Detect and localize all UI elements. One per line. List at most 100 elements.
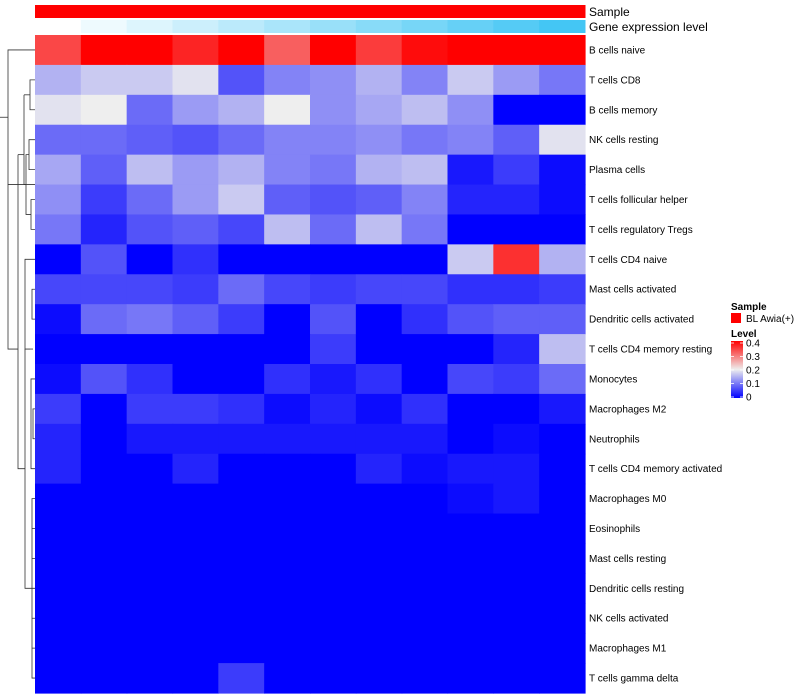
heatmap-cell: [80, 423, 128, 455]
heatmap-cell: [310, 35, 357, 66]
heatmap-cell: [539, 663, 586, 694]
heatmap-cell: [80, 603, 128, 634]
heatmap-cell: [80, 214, 128, 245]
heatmap-cell: [264, 154, 311, 186]
heatmap-cell: [539, 573, 586, 604]
heatmap-cell: [35, 393, 82, 425]
heatmap-cell: [35, 663, 82, 694]
heatmap-cell: [401, 35, 449, 66]
heatmap-cell: [310, 513, 357, 545]
heatmap-cell: [310, 334, 357, 365]
heatmap-cell: [447, 483, 494, 515]
heatmap-cell: [264, 603, 311, 634]
heatmap-cell: [264, 393, 311, 425]
heatmap-cell: [264, 304, 311, 335]
heatmap-cell: [172, 94, 219, 126]
heatmap-cell: [126, 214, 174, 245]
heatmap-cell: [264, 453, 311, 485]
dendrogram-branch: [7, 184, 18, 350]
heatmap-cell: [401, 633, 449, 664]
row-label: NK cells activated: [589, 614, 668, 625]
heatmap-cell: [401, 154, 449, 186]
heatmap-cell: [218, 64, 265, 96]
heatmap-cell: [493, 423, 540, 455]
heatmap-cell: [401, 364, 449, 395]
heatmap-cell: [355, 304, 403, 335]
heatmap-cell: [447, 423, 494, 455]
heatmap-cell: [218, 35, 265, 66]
heatmap-cell: [310, 274, 357, 305]
heatmap-cell: [126, 64, 174, 96]
sample-annotation-cell: [126, 5, 173, 18]
heatmap-cell: [172, 543, 219, 574]
sample-annotation-cell: [493, 5, 540, 18]
heatmap-cell: [493, 274, 540, 305]
heatmap-cell: [401, 513, 449, 545]
heatmap-cell: [539, 35, 586, 66]
expression-annotation-cell: [126, 20, 173, 33]
legend-sample-key: [731, 313, 741, 323]
heatmap-cell: [447, 393, 494, 425]
heatmap-cell: [493, 483, 540, 515]
heatmap-cell: [218, 274, 265, 305]
heatmap-cell: [264, 633, 311, 664]
sample-annotation-cell: [35, 5, 82, 18]
row-label: Dendritic cells resting: [589, 584, 684, 595]
heatmap-cell: [35, 35, 82, 66]
heatmap-cell: [35, 334, 82, 365]
heatmap-cell: [401, 393, 449, 425]
heatmap-cell: [218, 184, 265, 216]
row-label: B cells memory: [589, 105, 657, 116]
legend-sample-entry: BL Awia(+): [746, 314, 794, 325]
heatmap-cell: [35, 513, 82, 545]
expression-annotation-cell: [447, 20, 494, 33]
expression-annotation-cell: [35, 20, 82, 33]
heatmap-cell: [264, 483, 311, 515]
heatmap-cell: [172, 513, 219, 545]
dendrogram-branch: [32, 408, 35, 440]
row-label: Mast cells resting: [589, 554, 666, 565]
heatmap-cell: [264, 364, 311, 395]
legend-tick-label: 0.4: [746, 339, 760, 350]
heatmap-cell: [172, 214, 219, 245]
heatmap-cell: [401, 64, 449, 96]
expression-annotation-cell: [401, 20, 448, 33]
heatmap-cell: [493, 35, 540, 66]
row-label: T cells CD4 memory activated: [589, 464, 722, 475]
heatmap-cell: [218, 453, 265, 485]
heatmap-cell: [172, 334, 219, 365]
heatmap-cell: [126, 513, 174, 545]
heatmap-cell: [355, 35, 403, 66]
heatmap-cell: [493, 334, 540, 365]
heatmap-cell: [310, 543, 357, 574]
row-label: T cells follicular helper: [589, 195, 688, 206]
row-label: Plasma cells: [589, 165, 645, 176]
heatmap-cell: [310, 244, 357, 275]
heatmap-cell: [35, 364, 82, 395]
heatmap-cell: [80, 663, 128, 694]
heatmap-cell: [218, 603, 265, 634]
heatmap-cell: [493, 663, 540, 694]
heatmap-cell: [80, 633, 128, 664]
legend-tick-label: 0.3: [746, 352, 760, 363]
heatmap-cell: [401, 184, 449, 216]
expression-annotation-cell: [310, 20, 357, 33]
heatmap-cell: [264, 274, 311, 305]
expression-annotation-cell: [172, 20, 219, 33]
heatmap-cell: [35, 214, 82, 245]
heatmap-cell: [310, 184, 357, 216]
dendrogram-branch: [29, 79, 35, 111]
heatmap-cell: [447, 663, 494, 694]
legend-level-colorbar: [731, 341, 743, 398]
heatmap-cell: [126, 423, 174, 455]
row-label: Eosinophils: [589, 524, 640, 535]
heatmap-cell: [80, 573, 128, 604]
row-dendrogram: [0, 49, 35, 679]
heatmap-cell: [35, 304, 82, 335]
heatmap-cell: [126, 35, 174, 66]
heatmap-cell: [126, 334, 174, 365]
heatmap-cell: [35, 274, 82, 305]
heatmap-cell: [218, 364, 265, 395]
expression-annotation-cell: [355, 20, 403, 33]
heatmap-cell: [539, 393, 586, 425]
